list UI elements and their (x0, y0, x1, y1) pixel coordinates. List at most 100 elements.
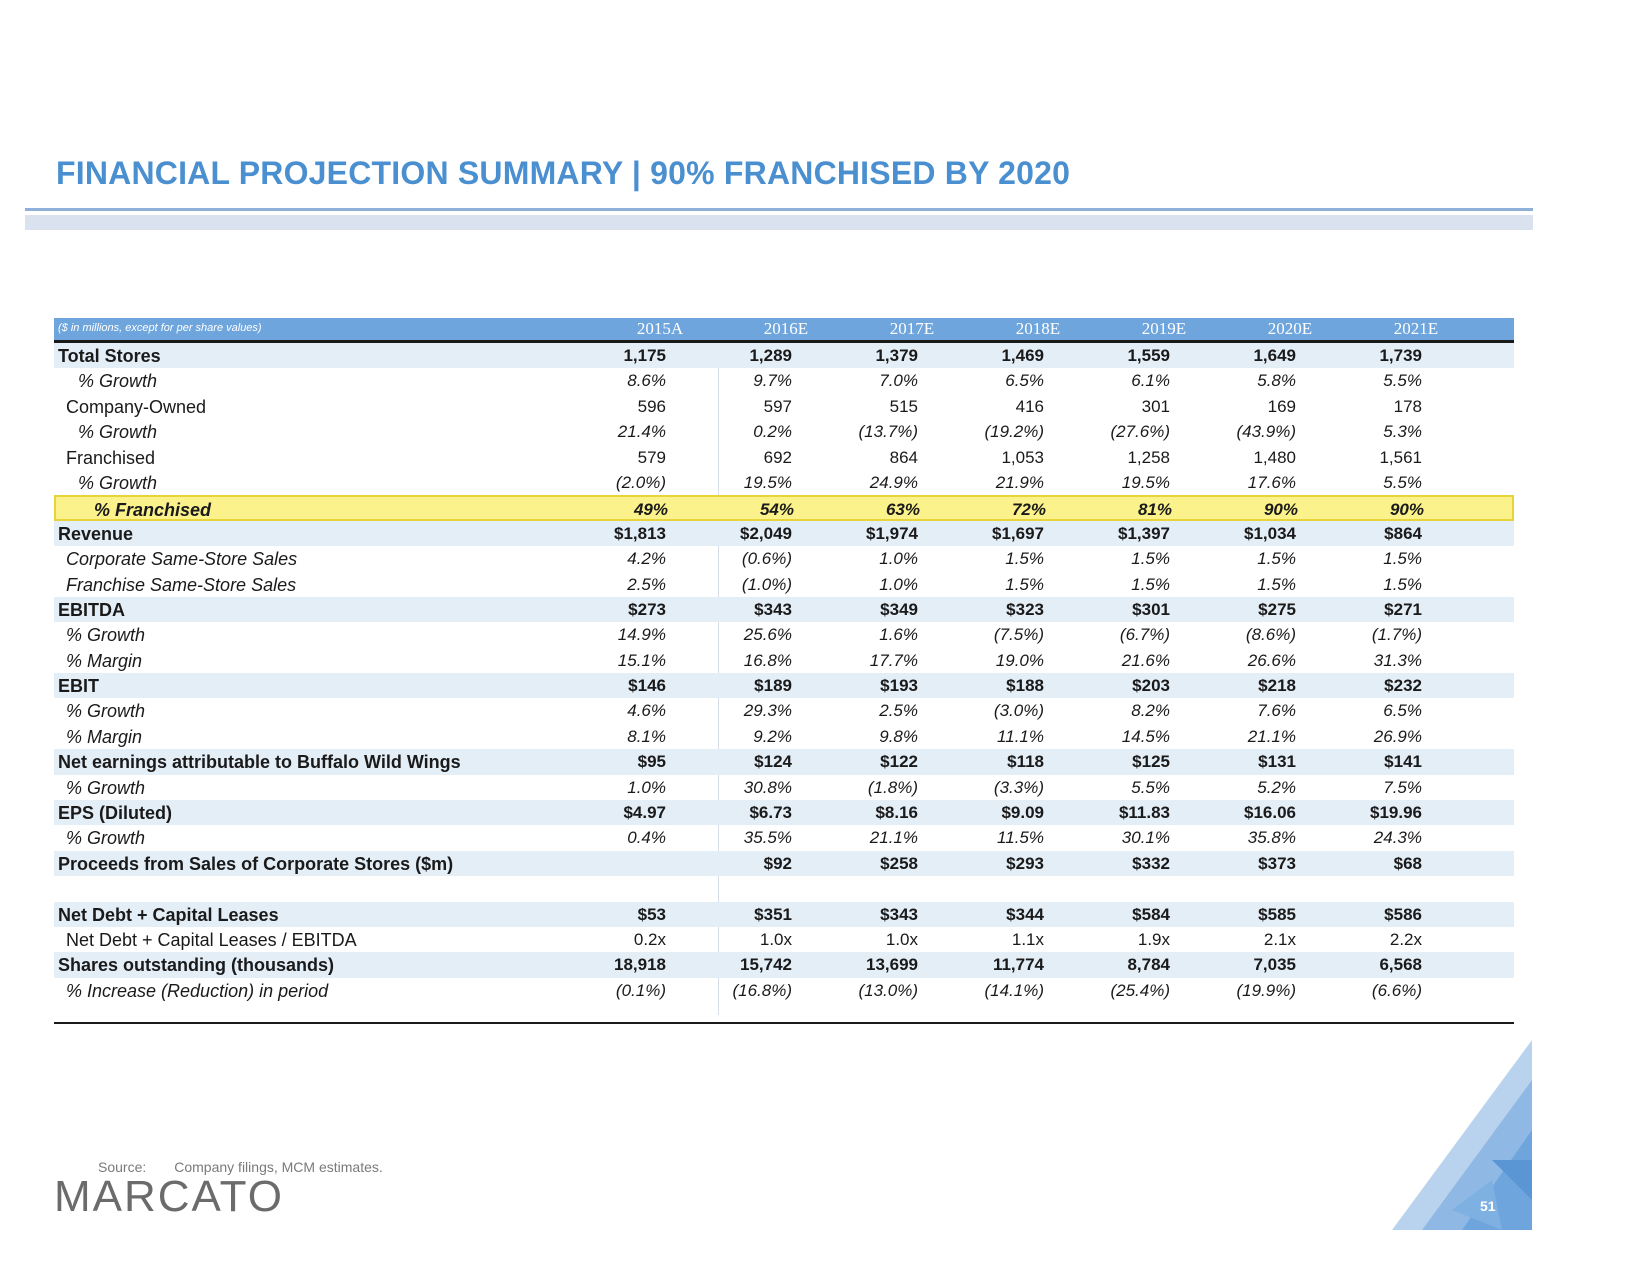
table-cell: $1,813 (614, 523, 666, 543)
row-label: % Growth (78, 422, 158, 443)
table-cell: (19.2%) (984, 422, 1044, 442)
table-cell: 35.8% (1247, 828, 1296, 848)
table-cell: $2,049 (740, 523, 792, 543)
table-cell: 14.5% (1121, 726, 1170, 746)
row-label: Total Stores (58, 346, 161, 366)
table-cell: (25.4%) (1110, 980, 1170, 1000)
row-label: Revenue (58, 523, 134, 544)
year-header: 2020E (1267, 319, 1313, 338)
table-row: EBITDA $273 $343 $349 $323 $301 $275 $271 (54, 596, 1514, 623)
table-cell: $258 (880, 853, 918, 873)
table-cell: 0.2% (753, 422, 792, 442)
table-cell: 1.5% (1257, 574, 1296, 594)
row-label: % Increase (Reduction) in period (66, 980, 329, 1001)
row-label: % Margin (66, 726, 143, 747)
row-label: Proceeds from Sales of Corporate Stores … (58, 853, 454, 874)
table-cell: 4.2% (627, 549, 666, 569)
table-cell: 416 (1015, 396, 1044, 416)
table-cell: 1,175 (623, 346, 666, 365)
row-label: % Growth (78, 371, 158, 392)
table-cell: $122 (880, 752, 918, 772)
table-cell: 17.7% (869, 650, 918, 670)
table-cell: $343 (754, 599, 792, 619)
table-cell: (43.9%) (1236, 422, 1296, 442)
table-cell: 7.0% (879, 371, 918, 391)
table-cell: 1.5% (1005, 574, 1044, 594)
page-number: 51 (1480, 1198, 1496, 1214)
table-cell: $92 (763, 853, 792, 873)
table-row: Shares outstanding (thousands) 18,918 15,7… (54, 952, 1514, 978)
table-cell: 19.5% (743, 472, 792, 492)
table-cell: $323 (1006, 599, 1044, 619)
table-row: % Increase (Reduction) in period (0.1%) (1… (54, 978, 1514, 1003)
table-cell: 24.3% (1373, 828, 1422, 848)
table-cell: $188 (1006, 676, 1044, 696)
table-cell: $586 (1384, 904, 1422, 924)
row-label: EBIT (58, 676, 100, 697)
table-cell: (7.5%) (993, 625, 1044, 645)
table-cell: 1,559 (1127, 346, 1170, 365)
table-cell: (6.7%) (1119, 625, 1170, 645)
table-cell: (19.9%) (1236, 980, 1296, 1000)
table-cell: 19.5% (1121, 472, 1170, 492)
table-row: EPS (Diluted) $4.97 $6.73 $8.16 $9.09 $11.83 $… (54, 800, 1514, 826)
row-label: EPS (Diluted) (58, 803, 173, 824)
table-row: % Growth (2.0%) 19.5% 24.9% 21.9% 19.5% 17.6% 5… (54, 470, 1514, 495)
table-cell: $146 (628, 676, 666, 696)
table-cell: $351 (754, 904, 792, 924)
table-row: % Growth 4.6% 29.3% 2.5% (3.0%) 8.2% 7.6% 6.5% (54, 698, 1514, 723)
table-cell: (0.1%) (615, 980, 666, 1000)
table-cell: $344 (1006, 904, 1044, 924)
table-cell: 1,649 (1253, 346, 1296, 365)
table-cell: 1,053 (1001, 447, 1044, 467)
table-cell: 7.6% (1257, 701, 1296, 721)
table-cell: (1.7%) (1371, 625, 1422, 645)
table-cell: 1.0% (627, 777, 666, 797)
table-cell: $125 (1132, 752, 1170, 772)
table-cell: 1.0% (879, 574, 918, 594)
table-cell: 515 (889, 396, 918, 416)
year-header: 2015A (636, 319, 684, 338)
table-cell: 6.5% (1005, 371, 1044, 391)
table-cell: (3.3%) (993, 777, 1044, 797)
table-cell: 2.5% (879, 701, 918, 721)
table-cell: $203 (1132, 676, 1170, 696)
table-cell: 9.2% (753, 726, 792, 746)
table-cell: 0.2x (633, 929, 666, 949)
table-row: Revenue $1,813 $2,049 $1,974 $1,697 $1,397 $1,… (54, 520, 1514, 547)
table-row: Proceeds from Sales of Corporate Stores … (54, 850, 1514, 877)
table-cell: 11.1% (997, 726, 1044, 746)
year-header: 2016E (763, 319, 809, 338)
table-cell: 21.6% (1121, 650, 1170, 670)
table-cell: 21.9% (995, 472, 1044, 492)
table-row: EBIT $146 $189 $193 $188 $203 $218 $232 (54, 673, 1514, 699)
table-cell: 301 (1141, 396, 1170, 416)
table-cell: $864 (1384, 523, 1422, 543)
table-cell: $1,697 (992, 523, 1044, 543)
table-cell: 21.1% (869, 828, 918, 848)
table-cell: 5.5% (1131, 777, 1170, 797)
table-cell: $118 (1007, 752, 1044, 772)
table-cell: $349 (880, 599, 918, 619)
row-label: % Margin (66, 650, 143, 671)
year-header: 2018E (1015, 319, 1061, 338)
table-cell: 1,469 (1001, 346, 1044, 365)
table-cell: 29.3% (743, 701, 792, 721)
table-cell: 15,742 (740, 955, 792, 975)
table-cell: 8,784 (1127, 955, 1170, 975)
row-label: EBITDA (58, 599, 125, 620)
table-cell: 30.1% (1121, 828, 1170, 848)
table-cell: $95 (637, 752, 666, 772)
row-label: Franchise Same-Store Sales (66, 574, 297, 595)
source-note: Source: Company filings, MCM estimates. (98, 1159, 383, 1175)
table-cell: 25.6% (743, 625, 792, 645)
table-cell: 1.1x (1011, 929, 1044, 949)
row-label: Net Debt + Capital Leases (58, 904, 279, 925)
table-cell: 1.5% (1257, 549, 1296, 569)
title-band (25, 215, 1533, 230)
table-header: ($ in millions, except for per share val… (54, 318, 1514, 343)
table-cell: $9.09 (1001, 803, 1044, 823)
table-cell: 2.2x (1389, 929, 1422, 949)
table-cell: (16.8%) (732, 980, 792, 1000)
table-cell: (1.0%) (741, 574, 792, 594)
